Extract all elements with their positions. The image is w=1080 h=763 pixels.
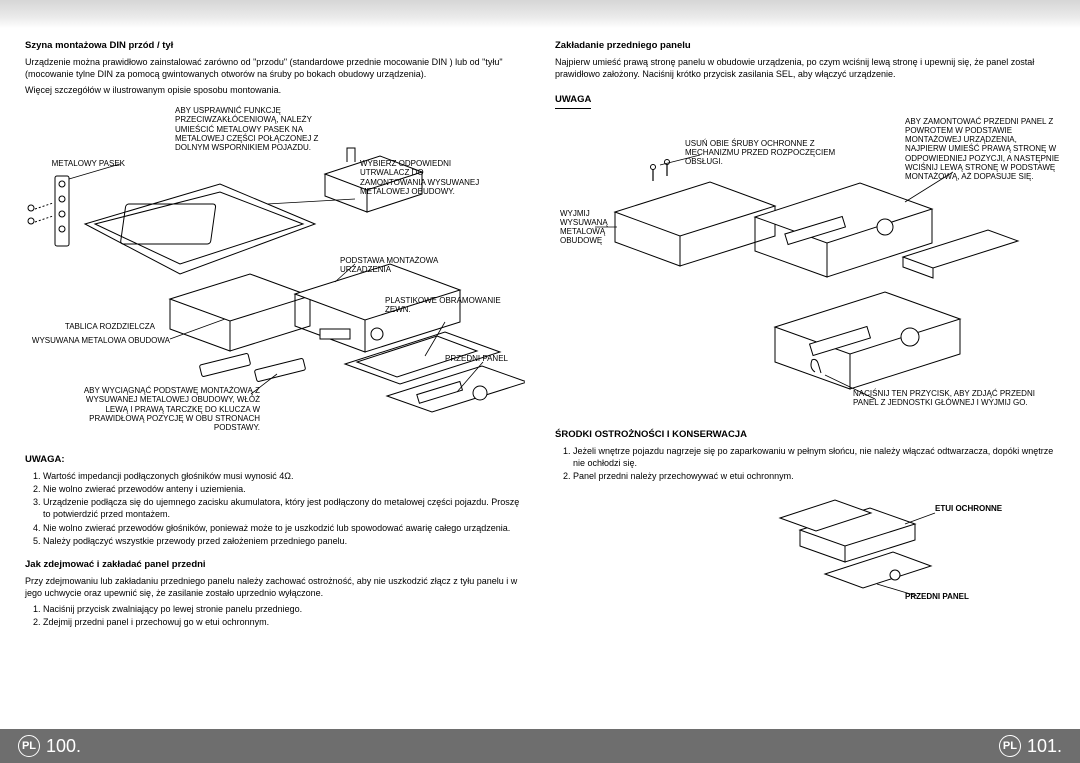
lbl-metal-strap: METALOWY PASEK bbox=[35, 159, 125, 168]
lbl-reinstall: ABY ZAMONTOWAĆ PRZEDNI PANEL Z POWROTEM … bbox=[905, 117, 1060, 181]
pl-badge-icon: PL bbox=[999, 735, 1021, 757]
uwaga-item: Nie wolno zwierać przewodów głośników, p… bbox=[43, 522, 525, 534]
din-mount-para-2: Więcej szczegółów w ilustrowanym opisie … bbox=[25, 84, 525, 96]
precautions-list: Jeżeli wnętrze pojazdu nagrzeje się po z… bbox=[569, 445, 1055, 482]
page-number: 100. bbox=[46, 736, 81, 757]
page-num-right: PL 101. bbox=[999, 735, 1062, 757]
lbl-etui: ETUI OCHRONNE bbox=[935, 504, 1002, 513]
right-column: Zakładanie przedniego panelu Najpierw um… bbox=[555, 40, 1055, 718]
panel-remove-heading: Jak zdejmować i zakładać panel przedni bbox=[25, 559, 525, 572]
uwaga-item: Należy podłączyć wszystkie przewody prze… bbox=[43, 535, 525, 547]
lbl-sleeve: WYSUWANA METALOWA OBUDOWA bbox=[25, 336, 170, 345]
lbl-remove-sleeve: WYJMIJ WYSUWANĄ METALOWĄ OBUDOWĘ bbox=[560, 209, 625, 246]
lbl-chassis: PODSTAWA MONTAŻOWA URZĄDZENIA bbox=[340, 256, 480, 274]
lbl-strap-note: ABY USPRAWNIĆ FUNKCJĘ PRZECIWZAKŁÓCENIOW… bbox=[175, 106, 340, 152]
lbl-etui-panel: PRZEDNI PANEL bbox=[905, 592, 969, 601]
lbl-trim: PLASTIKOWE OBRAMOWANIE ZEWN. bbox=[385, 296, 515, 314]
page-num-left: PL 100. bbox=[18, 735, 81, 757]
panel-remove-para: Przy zdejmowaniu lub zakładaniu przednie… bbox=[25, 575, 525, 599]
precautions-heading: ŚRODKI OSTROŻNOŚCI I KONSERWACJA bbox=[555, 429, 1055, 442]
top-gradient bbox=[0, 0, 1080, 28]
uwaga-heading-left: UWAGA: bbox=[25, 454, 65, 468]
step-item: Naciśnij przycisk zwalniający po lewej s… bbox=[43, 603, 525, 615]
attach-panel-para: Najpierw umieść prawą stronę panelu w ob… bbox=[555, 56, 1055, 80]
uwaga-heading-right: UWAGA bbox=[555, 94, 591, 109]
case-diagram: ETUI OCHRONNE PRZEDNI PANEL bbox=[555, 488, 1055, 608]
lbl-remove-screws: USUŃ OBIE ŚRUBY OCHRONNE Z MECHANIZMU PR… bbox=[685, 139, 855, 167]
panel-diagram: USUŃ OBIE ŚRUBY OCHRONNE Z MECHANIZMU PR… bbox=[555, 117, 1055, 417]
lbl-dash: TABLICA ROZDZIELCZA bbox=[25, 322, 155, 331]
lbl-sealant: WYBIERZ ODPOWIEDNI UTRWALACZ DO ZAMONTOW… bbox=[360, 159, 490, 196]
step-item: Zdejmij przedni panel i przechowuj go w … bbox=[43, 616, 525, 628]
left-column: Szyna montażowa DIN przód / tył Urządzen… bbox=[25, 40, 525, 718]
uwaga-list-left: Wartość impedancji podłączonych głośnikó… bbox=[39, 470, 525, 547]
attach-panel-heading: Zakładanie przedniego panelu bbox=[555, 40, 1055, 53]
precaution-item: Jeżeli wnętrze pojazdu nagrzeje się po z… bbox=[573, 445, 1055, 469]
din-mount-heading: Szyna montażowa DIN przód / tył bbox=[25, 40, 525, 53]
lbl-front-panel: PRZEDNI PANEL bbox=[445, 354, 545, 363]
precaution-item: Panel przedni należy przechowywać w etui… bbox=[573, 470, 1055, 482]
uwaga-item: Nie wolno zwierać przewodów anteny i uzi… bbox=[43, 483, 525, 495]
uwaga-item: Wartość impedancji podłączonych głośnikó… bbox=[43, 470, 525, 482]
din-mount-para-1: Urządzenie można prawidłowo zainstalować… bbox=[25, 56, 525, 80]
page-number: 101. bbox=[1027, 736, 1062, 757]
content-area: Szyna montażowa DIN przód / tył Urządzen… bbox=[25, 40, 1055, 718]
pl-badge-icon: PL bbox=[18, 735, 40, 757]
panel-remove-steps: Naciśnij przycisk zwalniający po lewej s… bbox=[39, 603, 525, 628]
uwaga-item: Urządzenie podłącza się do ujemnego zaci… bbox=[43, 496, 525, 520]
footer-bar: PL 100. PL 101. bbox=[0, 729, 1080, 763]
lbl-key-note: ABY WYCIĄGNĄĆ PODSTAWĘ MONTAŻOWĄ Z WYSUW… bbox=[80, 386, 260, 432]
install-diagram: METALOWY PASEK ABY USPRAWNIĆ FUNKCJĘ PRZ… bbox=[25, 104, 525, 434]
lbl-press-btn: NACIŚNIJ TEN PRZYCISK, ABY ZDJĄĆ PRZEDNI… bbox=[853, 389, 1048, 407]
